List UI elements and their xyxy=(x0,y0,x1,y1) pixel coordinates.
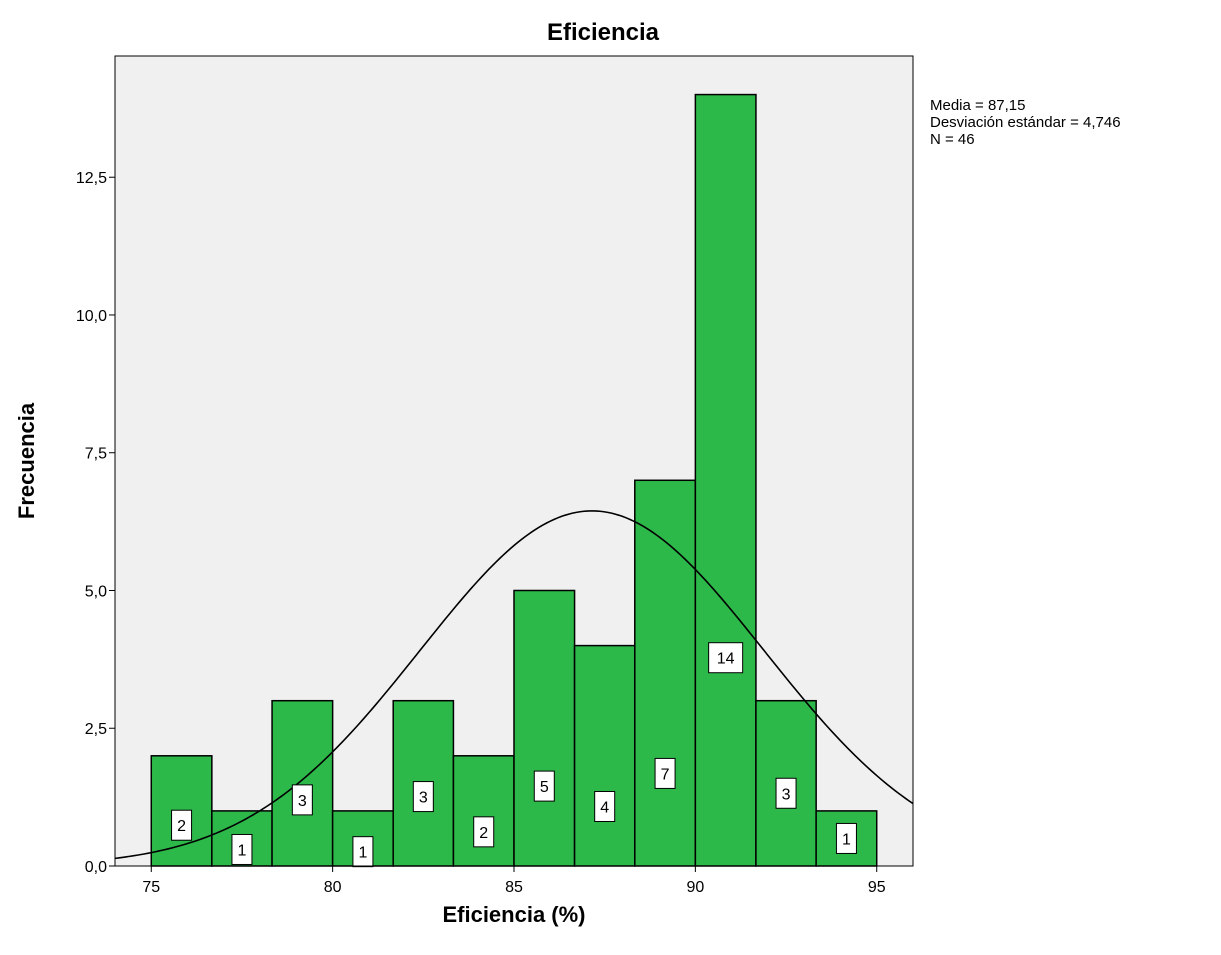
normal-curve xyxy=(114,510,914,860)
bar-data-label-text: 1 xyxy=(842,831,851,848)
bars-layer xyxy=(150,93,878,867)
histogram-bar xyxy=(573,644,636,867)
bar-data-label-box xyxy=(775,777,797,809)
bar-data-label-text: 14 xyxy=(717,651,735,668)
bar-data-label-text: 1 xyxy=(238,842,247,859)
x-ticks-layer: 75 80 85 90 95 xyxy=(142,866,886,896)
y-axis-title: Frecuencia xyxy=(14,402,39,519)
bar-data-label-box xyxy=(291,784,313,816)
bar-data-label-box xyxy=(708,642,744,674)
y-tick-label: 5,0 xyxy=(85,583,107,600)
y-tick-label: 10,0 xyxy=(76,308,107,325)
histogram-bar xyxy=(634,479,697,867)
bar-data-label: 2 xyxy=(171,809,193,841)
bar-data-label-text: 3 xyxy=(419,790,428,807)
bar-data-label: 1 xyxy=(231,833,253,865)
bar-data-label-text: 4 xyxy=(600,799,609,816)
bar-data-label: 1 xyxy=(352,836,374,868)
bar-data-label-box xyxy=(835,822,857,854)
bar-data-label: 7 xyxy=(654,757,676,789)
bar-data-label-text: 2 xyxy=(479,825,488,842)
bar-data-label-text: 2 xyxy=(177,818,186,835)
chart-title: Eficiencia xyxy=(547,19,660,46)
bar-data-label: 3 xyxy=(775,777,797,809)
bar-data-label: 3 xyxy=(291,784,313,816)
histogram-bar xyxy=(452,755,515,867)
bar-data-label: 1 xyxy=(835,822,857,854)
bar-data-label: 4 xyxy=(594,790,616,822)
bar-data-label-box xyxy=(654,757,676,789)
bar-data-label-text: 7 xyxy=(661,766,670,783)
bar-data-label: 14 xyxy=(708,642,744,674)
x-tick-label: 95 xyxy=(868,879,886,896)
bar-data-label-text: 3 xyxy=(298,793,307,810)
bar-data-label-box xyxy=(533,770,555,802)
y-tick-label: 7,5 xyxy=(85,446,107,463)
y-ticks-layer: 0,0 2,5 5,0 7,5 10,0 12,5 xyxy=(76,170,115,876)
bar-data-label-box xyxy=(171,809,193,841)
bar-data-label-text: 1 xyxy=(358,845,367,862)
y-tick-label: 2,5 xyxy=(85,721,107,738)
bar-data-label: 3 xyxy=(412,781,434,813)
bar-data-label: 5 xyxy=(533,770,555,802)
x-tick-label: 90 xyxy=(686,879,704,896)
histogram-bar xyxy=(271,699,334,867)
x-axis-title: Eficiencia (%) xyxy=(442,902,585,927)
data-labels-layer: 2 1 3 1 3 2 5 4 7 14 3 1 xyxy=(171,642,857,868)
x-tick-label: 80 xyxy=(324,879,342,896)
bar-data-label-box xyxy=(594,790,616,822)
y-tick-label: 12,5 xyxy=(76,170,107,187)
bar-data-label-text: 5 xyxy=(540,779,549,796)
bar-data-label-text: 3 xyxy=(782,786,791,803)
histogram-bar xyxy=(694,93,757,867)
stats-std-dev: Desviación estándar = 4,746 xyxy=(930,114,1121,131)
x-tick-label: 75 xyxy=(142,879,160,896)
bar-data-label-box xyxy=(412,781,434,813)
stats-mean: Media = 87,15 xyxy=(930,97,1026,114)
stats-n: N = 46 xyxy=(930,131,975,148)
stats-annotation: Media = 87,15 Desviación estándar = 4,74… xyxy=(930,97,1121,148)
histogram-bar xyxy=(513,589,576,867)
y-tick-label: 0,0 xyxy=(85,859,107,876)
bar-data-label-box xyxy=(473,816,495,848)
bar-data-label-box xyxy=(231,833,253,865)
bar-data-label: 2 xyxy=(473,816,495,848)
x-tick-label: 85 xyxy=(505,879,523,896)
bar-data-label-box xyxy=(352,836,374,868)
